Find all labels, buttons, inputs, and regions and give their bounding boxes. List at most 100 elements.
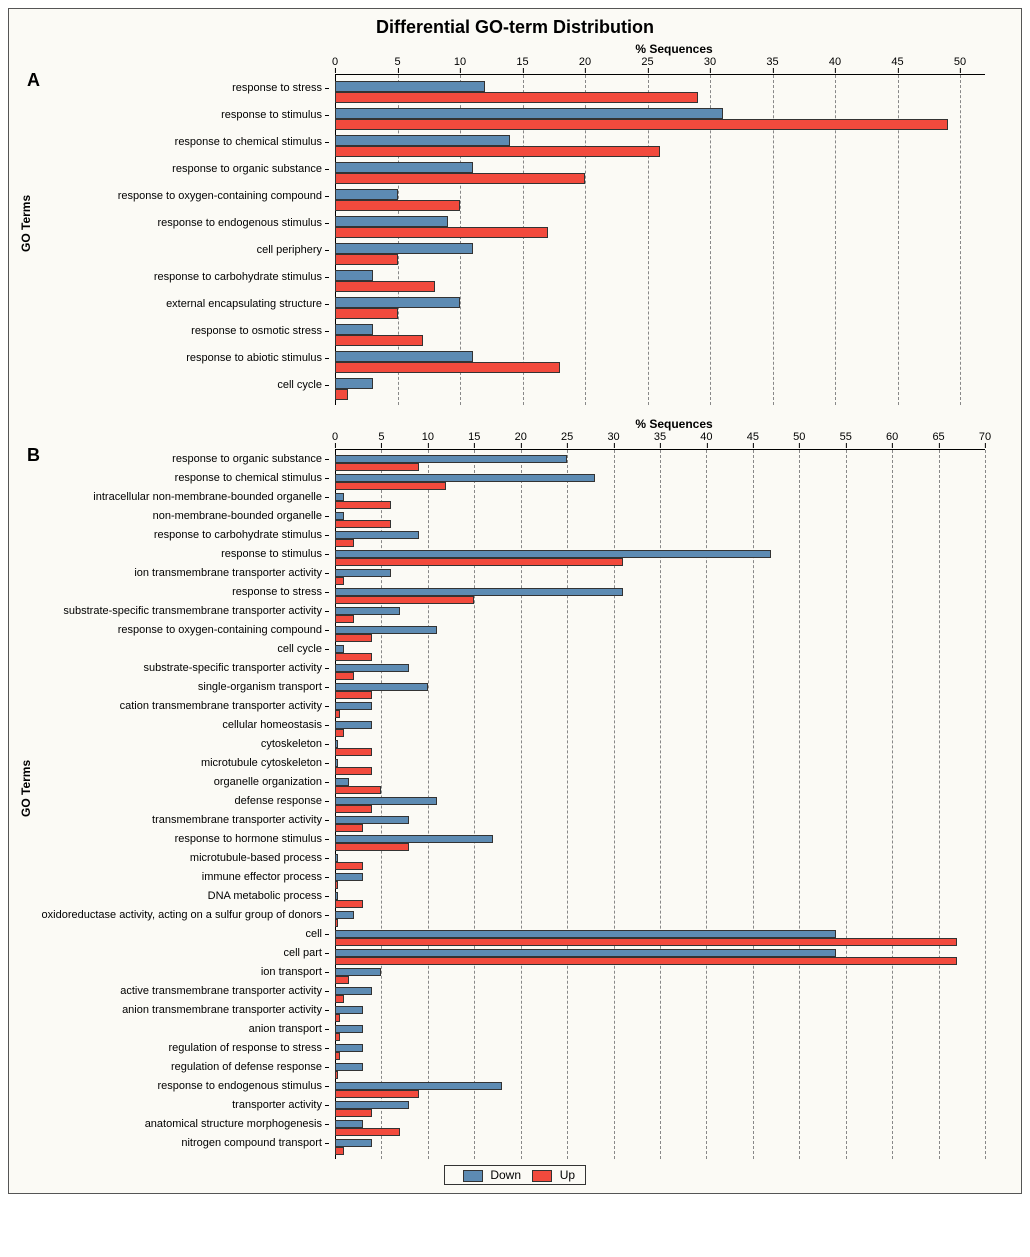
axis-tick: 15 [516,56,528,68]
row-label: defense response [35,792,335,811]
bar-up [335,362,560,373]
row-label: organelle organization [35,773,335,792]
panel-b-label-col: response to organic substanceresponse to… [35,417,335,1159]
row-label: cell cycle [35,640,335,659]
bar-up [335,976,349,984]
bar-down [335,968,381,976]
row-label: regulation of defense response [35,1058,335,1077]
bar-down [335,1006,363,1014]
bar-down [335,1139,372,1147]
bar-up [335,482,446,490]
ylabel-b: GO Terms [17,417,35,1159]
axis-tick: 5 [394,56,400,68]
bar-down [335,108,723,119]
bar-up [335,1090,419,1098]
bar-down [335,351,473,362]
panel-b-plot [335,450,985,1159]
bar-down [335,1025,363,1033]
row-label: DNA metabolic process [35,887,335,906]
axis-tick: 55 [840,431,852,443]
axis-tick: 35 [766,56,778,68]
row-label: cellular homeostasis [35,716,335,735]
bar-up [335,805,372,813]
bar-down [335,645,344,653]
gridline [799,450,800,1159]
gridline [939,450,940,1159]
row-label: substrate-specific transmembrane transpo… [35,602,335,621]
row-label: anatomical structure morphogenesis [35,1115,335,1134]
axis-tick: 30 [607,431,619,443]
row-label: external encapsulating structure [35,291,335,318]
bar-up [335,1147,344,1155]
bar-down [335,588,623,596]
bar-up [335,995,344,1003]
bar-up [335,843,409,851]
row-label: cell part [35,944,335,963]
panel-a: A GO Terms response to stressresponse to… [17,42,1013,405]
bar-down [335,297,460,308]
bar-down [335,531,419,539]
row-label: response to abiotic stimulus [35,345,335,372]
row-label: response to carbohydrate stimulus [35,526,335,545]
bar-up [335,710,340,718]
axis-tick: 25 [641,56,653,68]
axis-tick: 45 [891,56,903,68]
bar-down [335,216,448,227]
bar-up [335,862,363,870]
bar-up [335,173,585,184]
row-label: response to organic substance [35,450,335,469]
axis-tick: 40 [829,56,841,68]
row-label: response to oxygen-containing compound [35,183,335,210]
bar-up [335,501,391,509]
bar-down [335,759,338,767]
axis-tick: 25 [561,431,573,443]
bar-down [335,1063,363,1071]
row-label: regulation of response to stress [35,1039,335,1058]
row-label: transmembrane transporter activity [35,811,335,830]
bar-down [335,189,398,200]
bar-up [335,672,354,680]
axis-tick: 5 [378,431,384,443]
row-label: response to chemical stimulus [35,129,335,156]
legend-swatch-down [463,1170,483,1182]
row-label: anion transport [35,1020,335,1039]
bar-down [335,740,338,748]
bar-up [335,200,460,211]
gridline [960,75,961,405]
bar-down [335,683,428,691]
xaxis-title-a: % Sequences [335,42,1013,56]
row-label: intracellular non-membrane-bounded organ… [35,488,335,507]
row-label: response to carbohydrate stimulus [35,264,335,291]
row-label: non-membrane-bounded organelle [35,507,335,526]
bar-down [335,243,473,254]
chart-title: Differential GO-term Distribution [17,17,1013,38]
row-label: cell [35,925,335,944]
row-label: cell periphery [35,237,335,264]
bar-down [335,607,400,615]
row-label: single-organism transport [35,678,335,697]
bar-up [335,539,354,547]
bar-up [335,1128,400,1136]
axis-tick: 10 [422,431,434,443]
row-label: cell cycle [35,372,335,399]
row-label: response to chemical stimulus [35,469,335,488]
row-label: response to stimulus [35,102,335,129]
bar-down [335,911,354,919]
row-label: microtubule cytoskeleton [35,754,335,773]
ylabel-a: GO Terms [17,42,35,405]
row-label: response to stress [35,75,335,102]
bar-down [335,892,338,900]
bar-up [335,786,381,794]
axis-tick: 60 [886,431,898,443]
bar-down [335,324,373,335]
panel-a-plot [335,75,985,405]
bar-up [335,281,435,292]
row-label: response to endogenous stimulus [35,210,335,237]
bar-down [335,873,363,881]
bar-down [335,987,372,995]
bar-down [335,949,836,957]
bar-up [335,900,363,908]
axis-tick: 40 [700,431,712,443]
bar-down [335,835,493,843]
axis-tick: 15 [468,431,480,443]
